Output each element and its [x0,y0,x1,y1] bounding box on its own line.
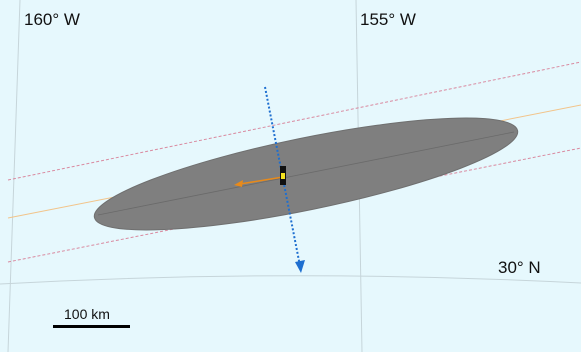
scale-bar [53,325,130,328]
lat-label-30n: 30° N [498,258,541,277]
graticule-lat-30n [0,275,581,285]
uncertainty-ellipse[interactable] [87,95,525,252]
lon-label-160w: 160° W [24,10,80,29]
ellipse-major-axis [97,131,515,216]
lon-label-155w: 155° W [360,10,416,29]
offset-arrowhead-icon [234,180,243,187]
center-marker-highlight [281,173,285,179]
swath-edge-upper [7,61,581,181]
scale-bar-label: 100 km [64,306,110,322]
graticule-lon-160w [7,0,21,352]
velocity-arrowhead-icon [295,260,305,273]
offset-arrow [239,176,284,185]
